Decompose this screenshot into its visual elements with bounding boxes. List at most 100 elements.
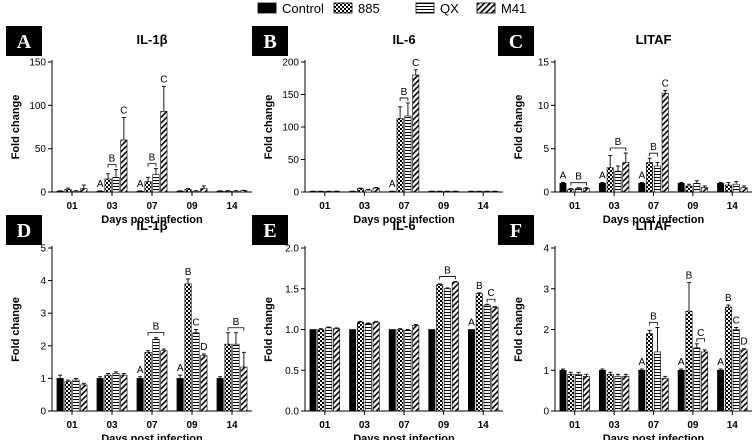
x-axis-label: Days post infection xyxy=(101,214,203,226)
bar-qx-03 xyxy=(614,376,622,412)
significance-letter: B xyxy=(650,142,657,153)
bar-m41-14 xyxy=(240,190,248,193)
bar-m41-14 xyxy=(491,307,499,412)
panel-label-box xyxy=(252,26,288,56)
bar-m41-03 xyxy=(120,139,128,193)
chart-title: LITAF xyxy=(636,32,672,47)
significance-letter: C xyxy=(733,315,740,326)
significance-letter: B xyxy=(476,281,483,292)
bar-control-03 xyxy=(96,378,104,412)
x-tick-label: 07 xyxy=(398,201,410,212)
x-tick-label: 09 xyxy=(186,201,198,212)
bar-885-14 xyxy=(224,190,232,193)
significance-bracket xyxy=(399,97,409,101)
chart-title: IL-1β xyxy=(136,218,167,233)
y-tick-label: 5 xyxy=(543,144,549,155)
x-tick-label: 07 xyxy=(648,201,660,212)
x-tick-label: 09 xyxy=(186,420,198,431)
significance-letter: B xyxy=(109,153,116,164)
y-tick-label: 15 xyxy=(538,58,550,69)
bar-control-01 xyxy=(309,329,317,412)
y-tick-label: 0 xyxy=(40,407,46,418)
legend-swatch xyxy=(476,2,496,14)
bar-m41-07 xyxy=(412,74,420,193)
significance-letter: C xyxy=(412,58,419,69)
legend-entry-m41: M41 xyxy=(476,1,526,16)
bar-885-03 xyxy=(606,167,614,193)
significance-bracket xyxy=(227,327,245,331)
y-tick-label: 2 xyxy=(40,341,46,352)
significance-letter: A xyxy=(599,170,606,181)
significance-letter: B xyxy=(153,322,160,333)
bar-control-01 xyxy=(559,183,567,193)
significance-letter: B xyxy=(149,153,156,164)
panel-c: C LITAF 0 5 10 15 Fold change 01 03 07 09 14 Days po… xyxy=(498,26,752,226)
significance-letter: B xyxy=(725,293,732,304)
bar-qx-09 xyxy=(444,288,451,412)
bar-control-07 xyxy=(638,369,646,412)
bar-qx-14 xyxy=(483,304,491,412)
y-tick-label: 150 xyxy=(282,90,299,101)
x-tick-label: 14 xyxy=(478,420,490,431)
x-tick-label: 09 xyxy=(438,420,450,431)
bar-qx-09 xyxy=(192,190,200,193)
x-tick-label: 03 xyxy=(106,201,118,212)
y-tick-label: 200 xyxy=(282,58,299,69)
y-axis-label: Fold change xyxy=(513,95,525,160)
x-tick-label: 01 xyxy=(319,420,331,431)
bar-m41-07 xyxy=(160,350,168,412)
y-tick-label: 0.0 xyxy=(285,407,299,418)
significance-letter: C xyxy=(487,288,494,299)
bar-control-01 xyxy=(56,378,64,412)
bar-885-01 xyxy=(64,381,72,412)
y-tick-label: 0 xyxy=(293,188,299,199)
bar-m41-09 xyxy=(701,187,709,193)
bar-qx-07 xyxy=(404,330,412,412)
x-tick-label: 03 xyxy=(609,201,621,212)
bar-m41-09 xyxy=(701,351,709,412)
bar-control-03 xyxy=(598,369,606,412)
y-tick-label: 3 xyxy=(543,284,549,295)
y-axis-label: Fold change xyxy=(10,95,22,160)
bar-m41-09 xyxy=(200,188,208,193)
significance-bracket xyxy=(609,147,627,151)
x-tick-label: 01 xyxy=(66,420,78,431)
x-tick-label: 01 xyxy=(319,201,331,212)
significance-letter: A xyxy=(389,179,396,190)
x-tick-label: 01 xyxy=(66,201,78,212)
bar-885-03 xyxy=(357,321,364,412)
x-tick-label: 14 xyxy=(727,201,739,212)
bar-m41-14 xyxy=(240,366,248,412)
panel-label: D xyxy=(17,220,31,242)
y-tick-label: 1 xyxy=(40,374,46,385)
panel-label-box xyxy=(252,215,288,245)
bar-885-03 xyxy=(357,188,364,193)
legend-swatch xyxy=(415,2,435,14)
y-axis-label: Fold change xyxy=(10,297,22,362)
bar-qx-09 xyxy=(693,347,701,412)
bar-control-14 xyxy=(717,369,725,412)
bar-control-09 xyxy=(677,369,685,412)
chart-title: IL-6 xyxy=(392,32,415,47)
bar-m41-07 xyxy=(661,378,669,412)
bar-885-14 xyxy=(475,293,483,412)
y-tick-label: 4 xyxy=(543,244,549,255)
bar-885-01 xyxy=(567,374,575,412)
bar-qx-14 xyxy=(232,343,240,412)
significance-letter: B xyxy=(575,172,582,183)
bar-m41-03 xyxy=(622,162,630,193)
bar-qx-07 xyxy=(653,351,661,412)
x-tick-label: 09 xyxy=(687,420,699,431)
significance-bracket xyxy=(649,152,658,157)
bar-control-14 xyxy=(467,329,475,412)
significance-letter: B xyxy=(686,271,693,282)
bar-m41-03 xyxy=(372,321,380,412)
significance-letter: C xyxy=(160,74,167,85)
bar-m41-01 xyxy=(582,188,590,193)
panel-label: B xyxy=(263,31,276,53)
significance-bracket xyxy=(439,276,456,280)
x-tick-label: 07 xyxy=(146,420,158,431)
bar-885-07 xyxy=(144,352,152,412)
